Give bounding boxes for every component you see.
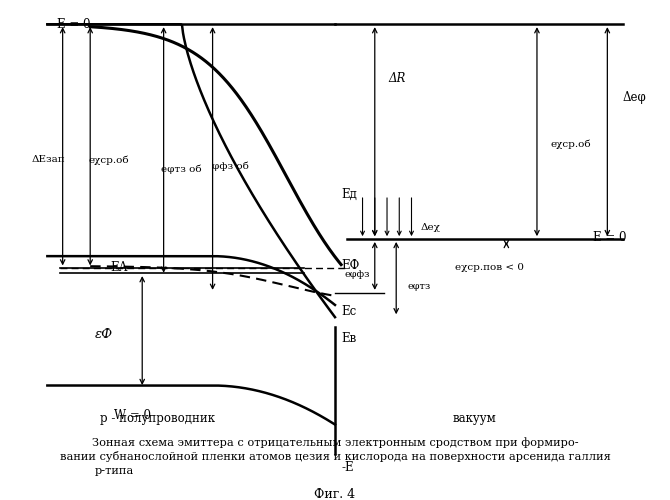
Text: р-типа: р-типа	[94, 466, 134, 475]
Text: Фиг. 4: Фиг. 4	[314, 488, 356, 500]
Text: eφфз: eφфз	[344, 270, 370, 279]
Text: р - полупроводник: р - полупроводник	[100, 412, 215, 425]
Text: Зонная схема эмиттера с отрицательным электронным сродством при формиро-: Зонная схема эмиттера с отрицательным эл…	[92, 437, 578, 448]
Text: Δeφ: Δeφ	[623, 91, 647, 104]
Text: eχср.об: eχср.об	[550, 140, 591, 149]
Text: Δeχ: Δeχ	[421, 222, 440, 232]
Text: EФ: EФ	[341, 259, 360, 272]
Text: eφтз об: eφтз об	[161, 164, 202, 174]
Text: eχср.пов < 0: eχср.пов < 0	[455, 263, 524, 272]
Text: EА: EА	[111, 262, 128, 274]
Text: Eс: Eс	[341, 305, 356, 318]
Text: eφтз: eφтз	[408, 282, 431, 291]
Text: W = 0: W = 0	[113, 409, 151, 422]
Text: -E: -E	[341, 461, 354, 474]
Text: Eд: Eд	[341, 188, 357, 201]
Text: φфз об: φфз об	[212, 161, 249, 170]
Text: eχср.об: eχср.об	[88, 155, 129, 164]
Text: вакуум: вакуум	[452, 412, 496, 425]
Text: E = 0: E = 0	[592, 231, 626, 244]
Text: вании субнанослойной пленки атомов цезия и кислорода на поверхности арсенида гал: вании субнанослойной пленки атомов цезия…	[60, 451, 610, 462]
Text: ΔEзап: ΔEзап	[31, 156, 65, 164]
Text: ΔR: ΔR	[389, 72, 406, 85]
Text: Eв: Eв	[341, 332, 356, 345]
Text: E = 0: E = 0	[56, 18, 90, 31]
Text: εФ: εФ	[94, 328, 113, 341]
